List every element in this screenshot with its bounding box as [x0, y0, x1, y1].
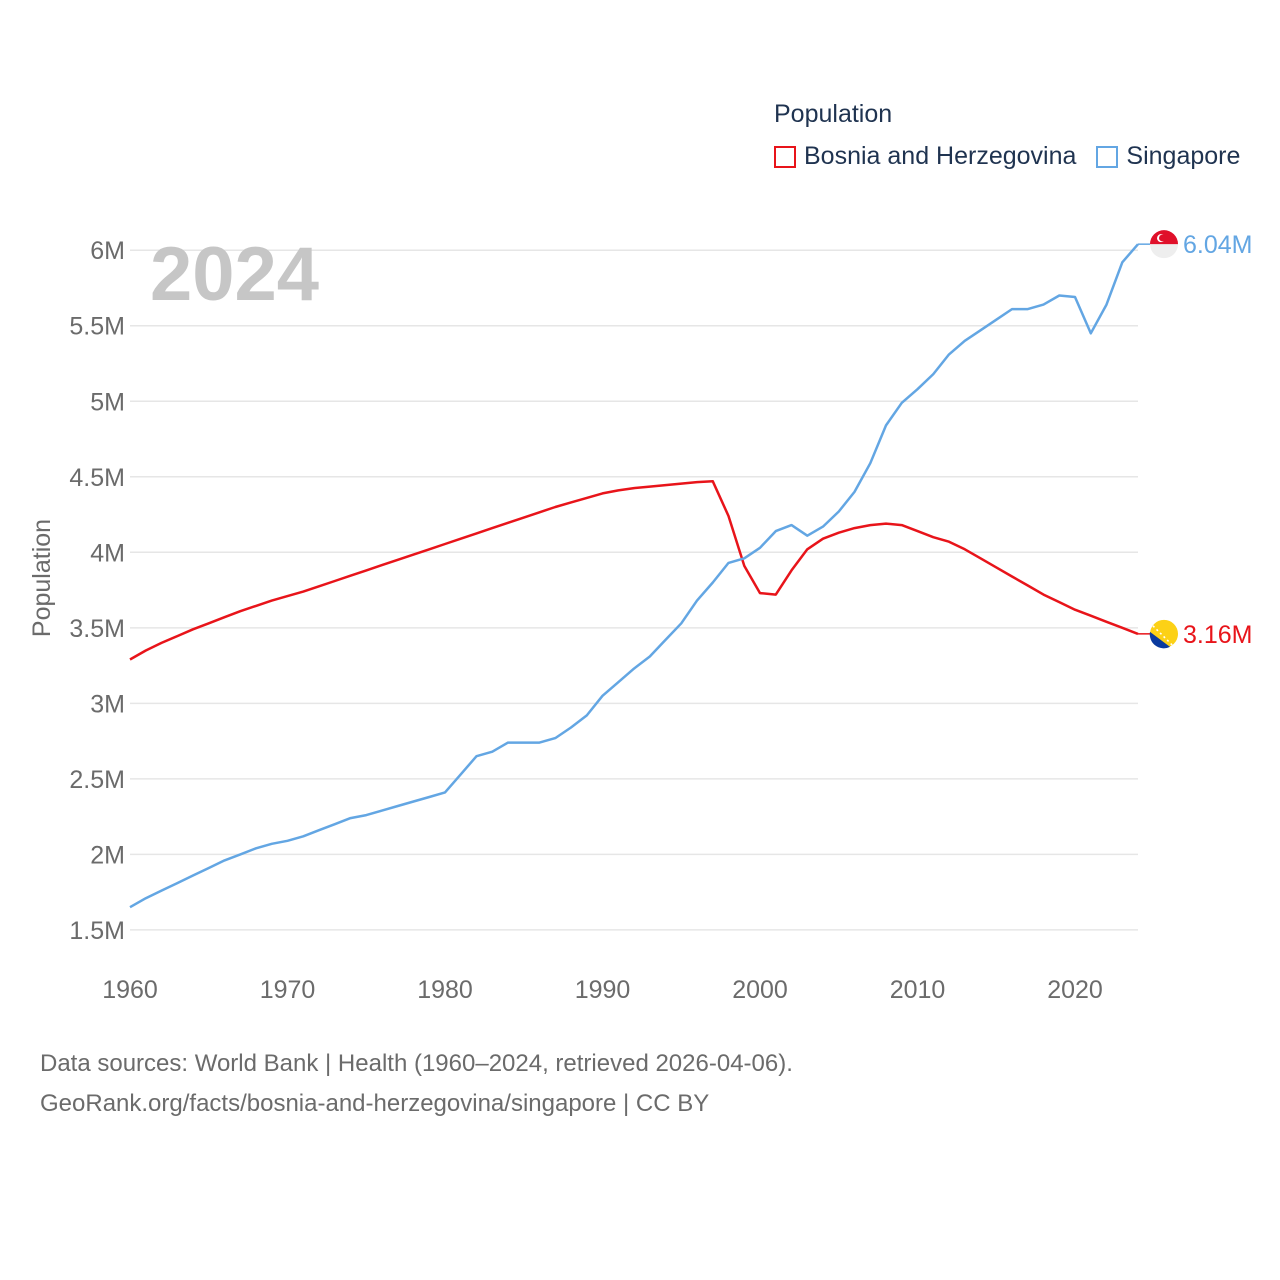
legend-item-bosnia[interactable]: Bosnia and Herzegovina: [774, 142, 1076, 171]
x-tick-label: 1970: [260, 976, 316, 1004]
series-line-bosnia: [129, 480, 1139, 661]
legend-swatch-bosnia: [774, 145, 796, 168]
x-tick-label: 2010: [890, 976, 946, 1004]
series-end-markers: 3.16M 6.04M: [1138, 230, 1252, 649]
y-tick-label: 2.5M: [69, 766, 125, 794]
flag-blue-part: [1149, 631, 1170, 649]
singapore-flag-icon: [1150, 230, 1178, 259]
x-tick-label: 2020: [1047, 976, 1103, 1004]
y-tick-label: 5M: [90, 388, 125, 416]
legend-label-bosnia: Bosnia and Herzegovina: [804, 142, 1077, 170]
y-tick-label: 6M: [90, 237, 125, 265]
bosnia-flag-icon: [1149, 619, 1178, 649]
end-value-label: 6.04M: [1183, 231, 1252, 259]
data-source: Data sources: World Bank | Health (1960–…: [40, 1044, 793, 1124]
year-watermark: 2024: [150, 232, 319, 317]
y-axis-ticks: 1.5M 2M 2.5M 3M 3.5M 4M 4.5M 5M 5.5M 6M: [69, 237, 125, 945]
legend-title: Population: [774, 100, 893, 128]
source-line-1: Data sources: World Bank | Health (1960–…: [40, 1050, 793, 1077]
y-tick-label: 4M: [90, 539, 125, 567]
y-tick-label: 4.5M: [69, 464, 125, 492]
y-tick-label: 2M: [90, 841, 125, 869]
series-lines: [129, 243, 1139, 909]
y-tick-label: 3.5M: [69, 615, 125, 643]
y-axis-label: Population: [28, 519, 56, 637]
y-tick-label: 3M: [90, 690, 125, 718]
source-line-2[interactable]: GeoRank.org/facts/bosnia-and-herzegovina…: [40, 1090, 710, 1117]
series-line-singapore: [129, 243, 1139, 909]
x-tick-label: 2000: [732, 976, 788, 1004]
y-tick-label: 1.5M: [69, 917, 125, 945]
grid-lines: [130, 249, 1138, 931]
y-tick-label: 5.5M: [69, 313, 125, 341]
x-tick-label: 1960: [102, 976, 158, 1004]
flag-crescent-cut: [1159, 234, 1166, 242]
x-axis-ticks: 1960 1970 1980 1990 2000 2010 2020: [102, 976, 1103, 1004]
legend-item-singapore[interactable]: Singapore: [1096, 142, 1240, 171]
x-tick-label: 1980: [417, 976, 473, 1004]
end-value-label: 3.16M: [1183, 621, 1252, 649]
legend-swatch-singapore: [1096, 145, 1119, 168]
legend: Bosnia and Herzegovina Singapore: [774, 142, 1260, 171]
legend-label-singapore: Singapore: [1126, 142, 1241, 170]
x-tick-label: 1990: [575, 976, 631, 1004]
